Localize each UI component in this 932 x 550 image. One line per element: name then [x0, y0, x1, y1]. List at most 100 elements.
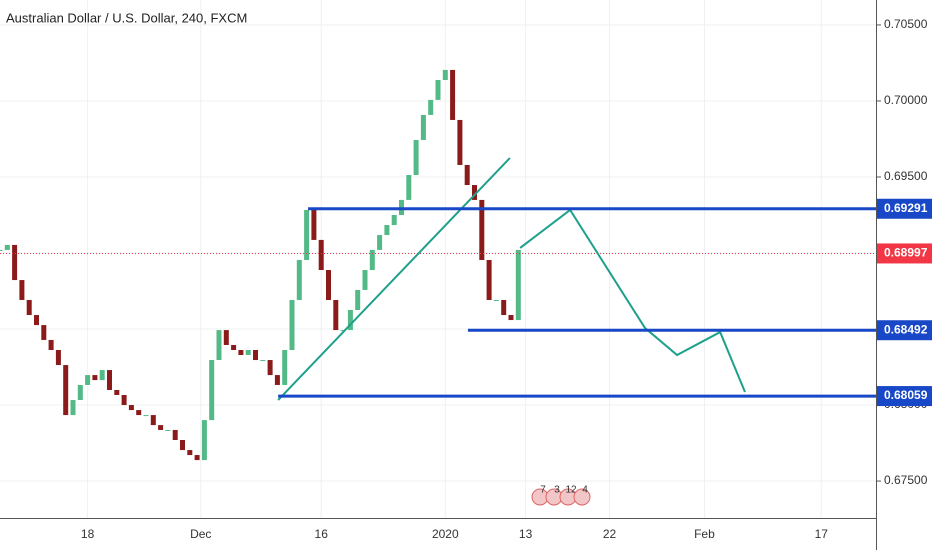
- candle: [326, 270, 331, 300]
- candle: [479, 199, 485, 260]
- candle: [508, 315, 514, 321]
- candle: [428, 99, 434, 115]
- candle: [26, 299, 32, 316]
- candle: [333, 299, 339, 331]
- candle: [99, 370, 105, 381]
- candle: [486, 259, 492, 300]
- x-tick-label: Dec: [190, 527, 211, 541]
- candle: [150, 415, 156, 426]
- candle: [0, 249, 3, 251]
- projection-path: [519, 208, 746, 393]
- chart-title: Australian Dollar / U.S. Dollar, 240, FX…: [6, 10, 247, 25]
- level-label-bg: [877, 320, 932, 341]
- candle: [304, 209, 310, 260]
- x-tick-label: 13: [519, 527, 533, 541]
- y-tick-label: 0.70500: [884, 17, 928, 31]
- x-tick-label: Feb: [694, 527, 715, 541]
- candle: [362, 270, 368, 290]
- candle: [450, 69, 456, 120]
- current-price-label: 0.68997: [884, 246, 928, 260]
- candle: [92, 375, 98, 381]
- candle: [143, 415, 149, 417]
- candle: [391, 214, 397, 226]
- candle: [355, 289, 361, 311]
- candle: [245, 349, 251, 356]
- candle: [187, 450, 193, 456]
- level-label-bg: [877, 198, 932, 219]
- x-tick-label: 17: [815, 527, 829, 541]
- candle: [347, 310, 353, 331]
- candle: [136, 410, 142, 416]
- event-label: 7: [540, 485, 546, 496]
- level-label-bg: [877, 386, 932, 407]
- candle: [63, 365, 69, 416]
- candle: [515, 249, 521, 321]
- current-price-label-bg: [877, 243, 932, 264]
- y-tick-label: 0.67500: [884, 473, 928, 487]
- trend-line: [277, 157, 511, 401]
- candle: [282, 349, 288, 385]
- candle: [377, 235, 383, 250]
- candle: [19, 280, 25, 300]
- candle: [493, 299, 499, 301]
- candle: [260, 360, 266, 362]
- candle: [406, 174, 412, 200]
- candle: [340, 330, 346, 332]
- candle: [165, 429, 171, 431]
- candle: [296, 259, 302, 300]
- level-label: 0.68492: [884, 322, 928, 336]
- event-marker: [573, 488, 591, 506]
- x-tick-label: 16: [315, 527, 329, 541]
- candle: [420, 114, 426, 141]
- candle: [311, 209, 317, 240]
- candle: [114, 389, 120, 395]
- x-tick-label: 18: [81, 527, 95, 541]
- candle: [231, 344, 237, 350]
- candle: [107, 370, 112, 390]
- candle: [180, 440, 185, 451]
- candle: [48, 339, 54, 350]
- level-label: 0.68059: [884, 388, 928, 402]
- candle: [289, 299, 295, 350]
- candle: [158, 425, 164, 430]
- candle: [77, 384, 83, 401]
- candle: [318, 239, 324, 271]
- event-label: 3: [554, 485, 560, 496]
- candle: [464, 164, 470, 186]
- candle: [457, 119, 463, 165]
- candle: [34, 315, 39, 326]
- x-tick-label: 2020: [432, 527, 459, 541]
- candle: [4, 244, 10, 250]
- candle: [201, 420, 207, 461]
- candle: [369, 249, 375, 271]
- candle: [216, 330, 222, 361]
- level-label: 0.69291: [884, 201, 928, 215]
- event-label: 12: [565, 485, 577, 496]
- y-tick-label: 0.70000: [884, 93, 928, 107]
- candle: [121, 394, 127, 406]
- candle: [267, 360, 273, 376]
- x-tick-label: 22: [603, 527, 617, 541]
- candle: [128, 405, 134, 411]
- candle: [238, 349, 244, 356]
- candle: [384, 225, 390, 236]
- candle: [194, 455, 200, 461]
- candle: [172, 429, 178, 441]
- candle: [413, 140, 419, 175]
- candle: [41, 325, 47, 340]
- candle: [55, 349, 61, 366]
- candle: [85, 375, 91, 385]
- candle: [501, 299, 507, 316]
- candle: [472, 185, 477, 200]
- candle: [253, 349, 258, 361]
- candle: [442, 69, 448, 80]
- candle: [70, 400, 76, 416]
- y-tick-label: 0.69500: [884, 169, 928, 183]
- candle: [209, 360, 215, 421]
- candle: [274, 375, 280, 385]
- candle: [435, 79, 441, 100]
- event-label: 4: [582, 485, 588, 496]
- candle: [12, 244, 18, 281]
